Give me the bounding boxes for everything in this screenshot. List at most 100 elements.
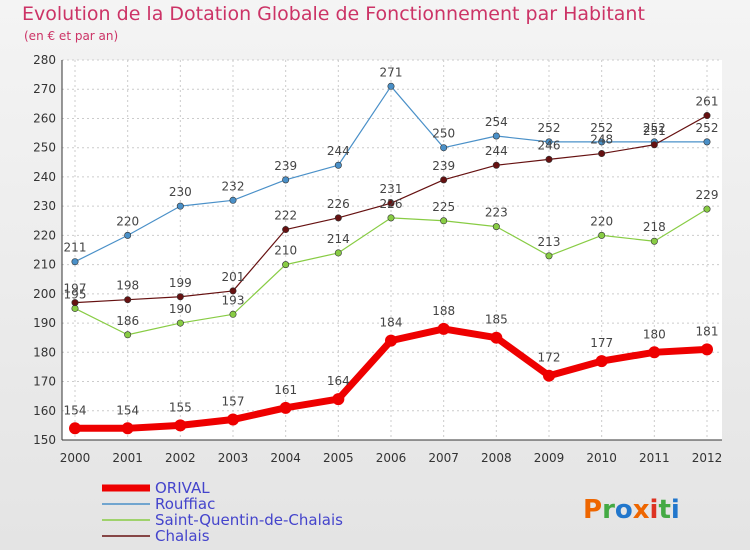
data-point <box>227 413 239 426</box>
data-label: 254 <box>485 115 508 129</box>
y-tick-label: 250 <box>33 141 56 155</box>
y-tick-label: 280 <box>33 53 56 67</box>
data-label: 177 <box>590 336 613 350</box>
data-label: 161 <box>274 383 297 397</box>
data-point <box>176 293 184 301</box>
data-point <box>545 155 553 163</box>
data-label: 252 <box>590 121 613 135</box>
data-label: 213 <box>538 235 561 249</box>
data-point <box>703 205 711 213</box>
data-point <box>440 144 448 152</box>
data-label: 218 <box>643 220 666 234</box>
data-label: 181 <box>696 324 719 338</box>
data-label: 199 <box>169 276 192 290</box>
y-tick-label: 200 <box>33 287 56 301</box>
data-label: 185 <box>485 313 508 327</box>
data-point <box>492 132 500 140</box>
data-label: 250 <box>432 127 455 141</box>
data-point <box>703 112 711 120</box>
data-point <box>334 161 342 169</box>
data-point <box>598 138 606 146</box>
y-tick-label: 150 <box>33 433 56 447</box>
data-label: 239 <box>274 159 297 173</box>
data-label: 188 <box>432 304 455 318</box>
data-label: 210 <box>274 244 297 258</box>
data-label: 226 <box>380 197 403 211</box>
data-label: 244 <box>485 144 508 158</box>
data-label: 157 <box>222 395 245 409</box>
y-tick-label: 180 <box>33 345 56 359</box>
data-point <box>387 199 395 207</box>
data-point <box>490 331 503 344</box>
y-tick-label: 260 <box>33 111 56 125</box>
proxiti-logo: Proxiti <box>583 495 680 525</box>
data-point <box>124 296 132 304</box>
x-tick-label: 2007 <box>428 451 459 465</box>
data-point <box>174 419 187 432</box>
data-point <box>703 138 711 146</box>
data-point <box>229 310 237 318</box>
data-point <box>282 261 290 269</box>
data-point <box>437 322 450 335</box>
data-label: 155 <box>169 400 192 414</box>
data-point <box>387 82 395 90</box>
x-tick-label: 2009 <box>534 451 565 465</box>
x-tick-label: 2008 <box>481 451 512 465</box>
data-label: 230 <box>169 185 192 199</box>
data-label: 252 <box>538 121 561 135</box>
data-label: 220 <box>116 214 139 228</box>
data-label: 172 <box>538 351 561 365</box>
data-label: 184 <box>380 316 403 330</box>
data-label: 248 <box>590 133 613 147</box>
data-point <box>282 176 290 184</box>
data-label: 211 <box>64 241 87 255</box>
data-point <box>598 231 606 239</box>
data-label: 190 <box>169 302 192 316</box>
x-tick-label: 2001 <box>112 451 143 465</box>
data-point <box>176 319 184 327</box>
legend-label: Chalais <box>155 527 210 545</box>
data-point <box>650 141 658 149</box>
data-point <box>279 401 292 414</box>
y-tick-label: 210 <box>33 258 56 272</box>
x-tick-label: 2005 <box>323 451 354 465</box>
x-tick-label: 2000 <box>60 451 91 465</box>
data-point <box>334 249 342 257</box>
x-tick-label: 2002 <box>165 451 196 465</box>
legend-label: ORIVAL <box>155 479 210 497</box>
x-tick-label: 2004 <box>270 451 301 465</box>
legend-label: Rouffiac <box>155 495 215 513</box>
plot-area <box>62 60 722 440</box>
data-label: 198 <box>116 279 139 293</box>
data-point <box>282 226 290 234</box>
x-tick-label: 2012 <box>692 451 723 465</box>
y-tick-label: 220 <box>33 228 56 242</box>
data-point <box>71 304 79 312</box>
data-point <box>121 422 134 435</box>
data-point <box>332 393 345 406</box>
data-label: 231 <box>380 182 403 196</box>
data-label: 252 <box>696 121 719 135</box>
data-point <box>176 202 184 210</box>
data-point <box>124 331 132 339</box>
data-label: 195 <box>64 287 87 301</box>
data-label: 223 <box>485 206 508 220</box>
data-label: 154 <box>116 403 139 417</box>
data-point <box>598 150 606 158</box>
data-label: 201 <box>222 270 245 284</box>
data-label: 261 <box>696 95 719 109</box>
data-point <box>387 214 395 222</box>
data-label: 225 <box>432 200 455 214</box>
data-label: 229 <box>696 188 719 202</box>
data-point <box>334 214 342 222</box>
data-point <box>543 369 555 382</box>
data-label: 246 <box>538 138 561 152</box>
data-point <box>124 231 132 239</box>
y-tick-label: 170 <box>33 375 56 389</box>
data-label: 252 <box>643 121 666 135</box>
data-point <box>648 346 661 359</box>
y-tick-label: 230 <box>33 199 56 213</box>
data-label: 180 <box>643 327 666 341</box>
data-point <box>229 287 237 295</box>
